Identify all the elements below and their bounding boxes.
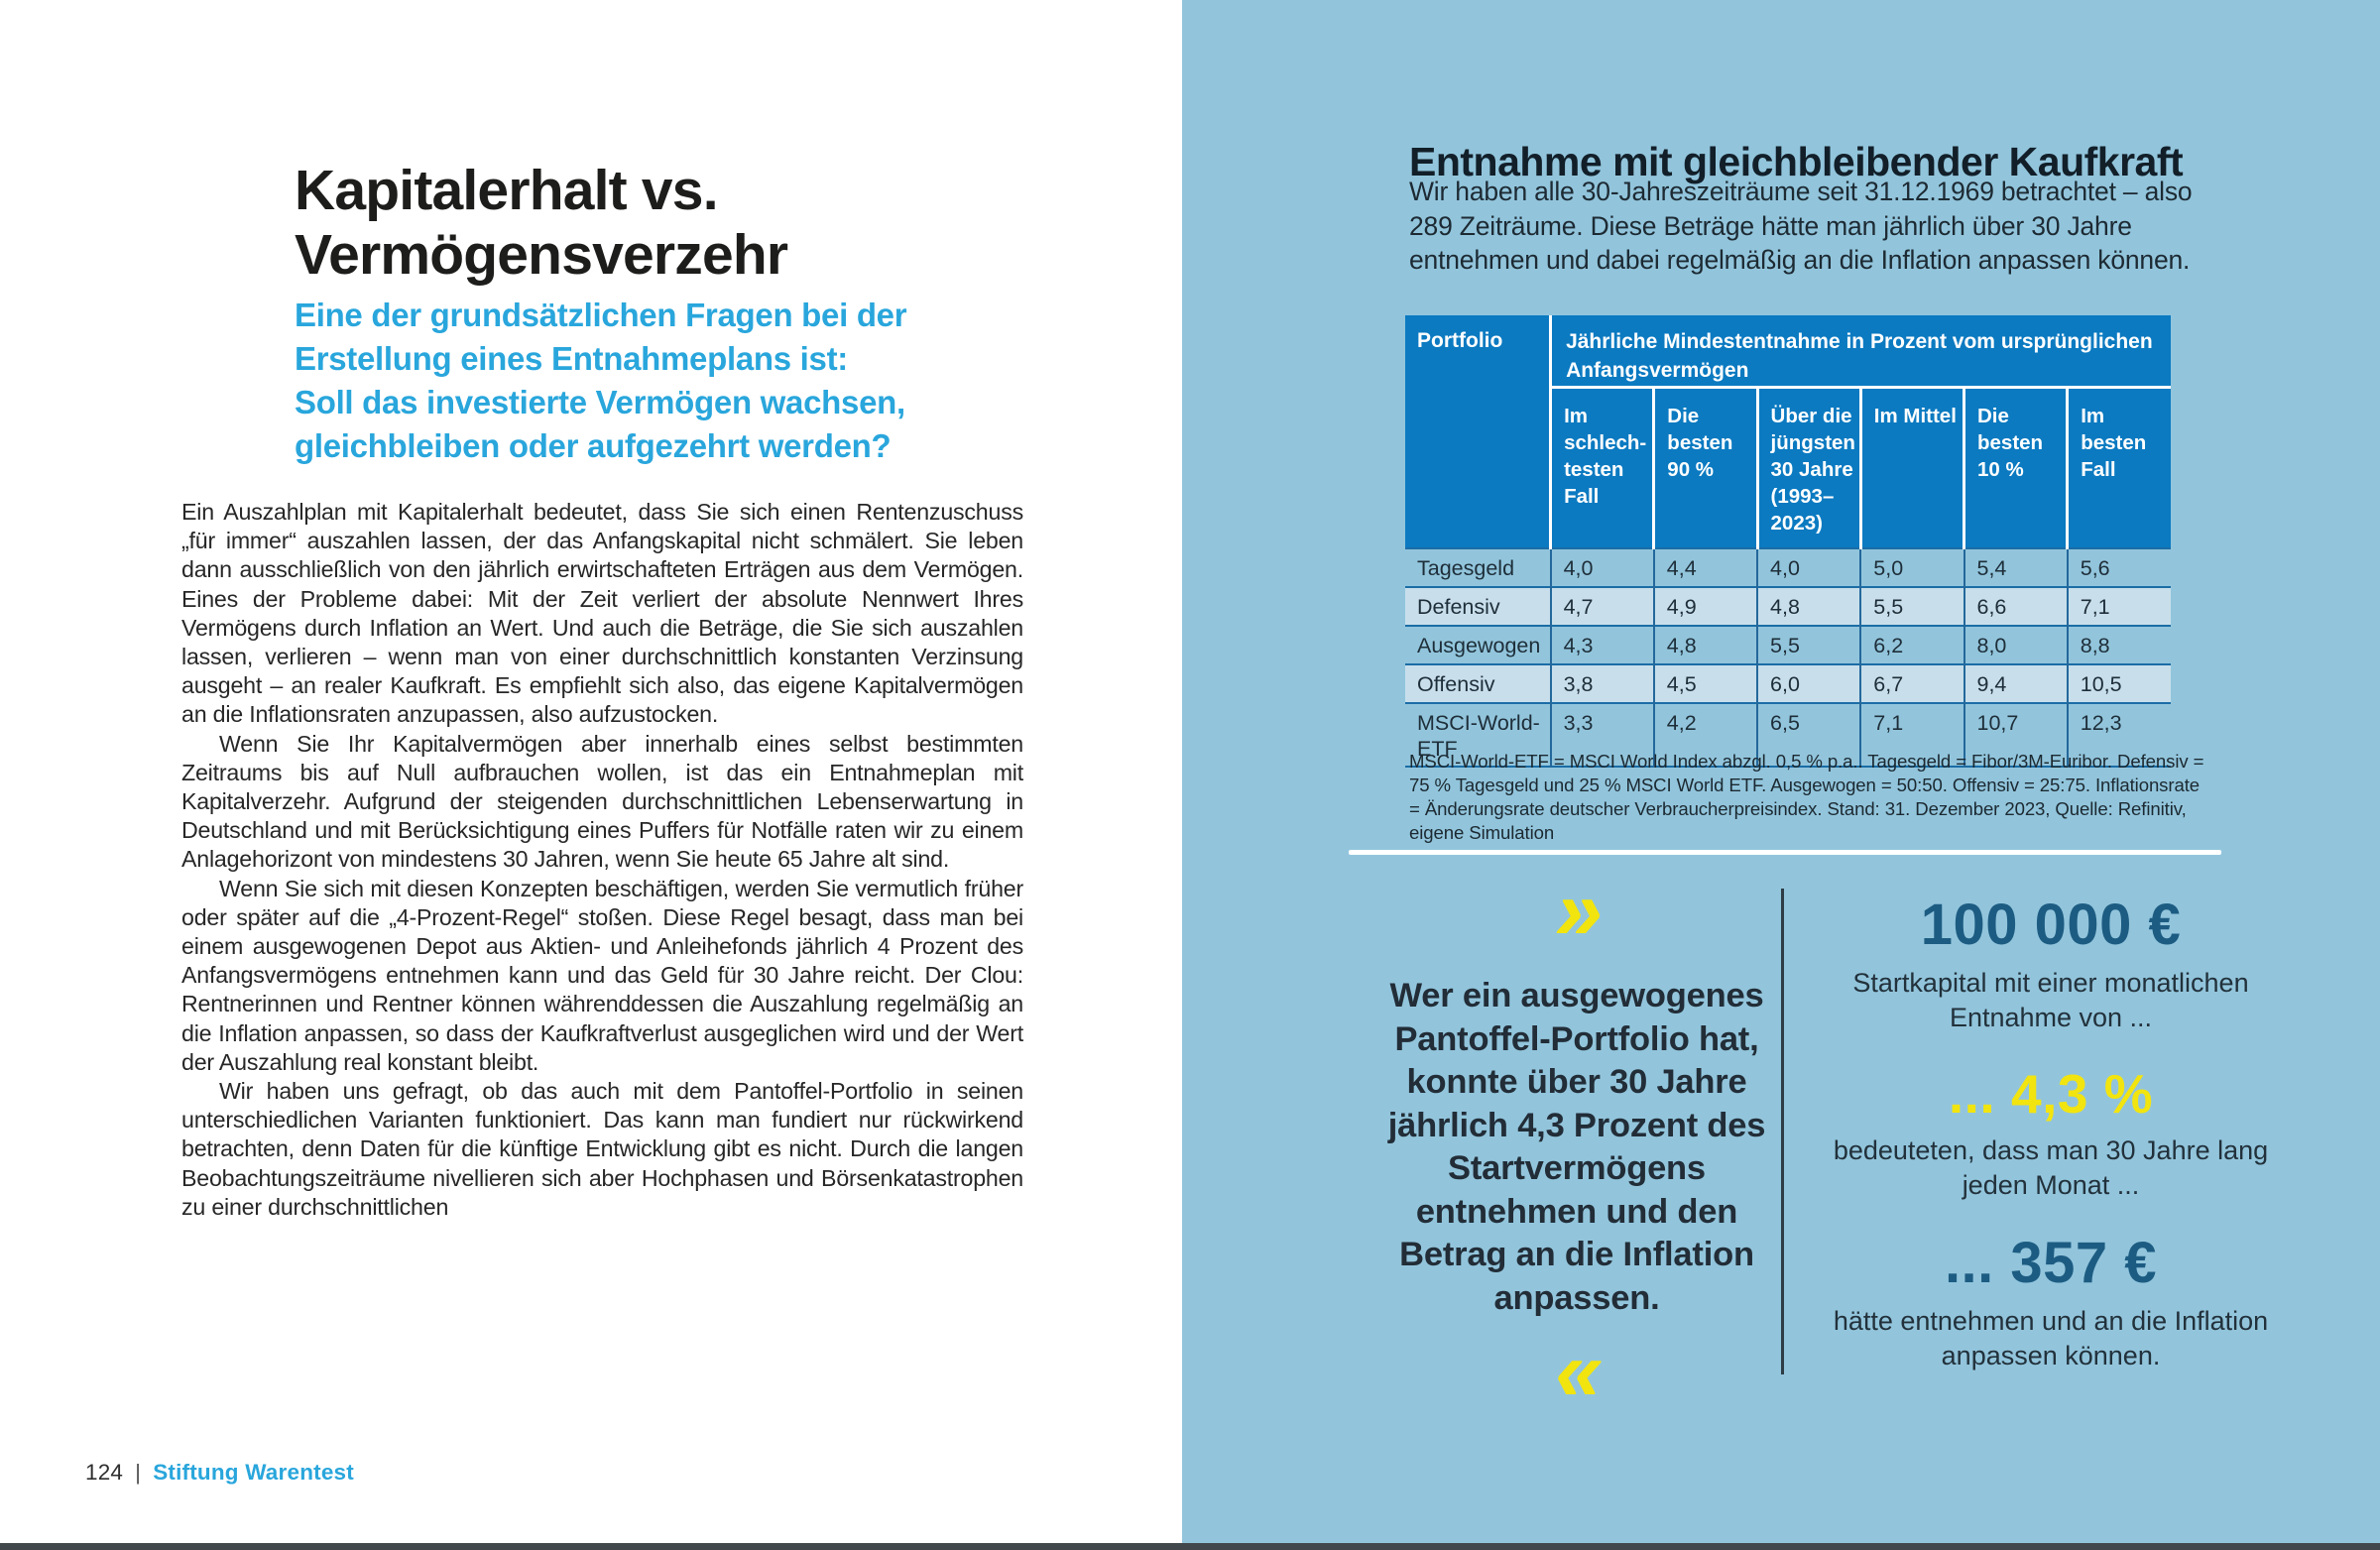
table-cell: 5,5 bbox=[1859, 586, 1964, 626]
stat-caption: hätte entnehmen und an die Inflation anp… bbox=[1833, 1305, 2269, 1371]
table-column-header: Im besten Fall bbox=[2066, 387, 2171, 548]
table-cell: 5,4 bbox=[1963, 547, 2068, 587]
subtitle-line: gleichbleiben oder aufgezehrt werden? bbox=[295, 426, 892, 464]
table-row-label: MSCI-World-ETF bbox=[1417, 710, 1540, 761]
stats-column: 100 000 € Startkapital mit einer monatli… bbox=[1822, 893, 2280, 1374]
table-cell: 4,0 bbox=[1756, 547, 1861, 587]
page-subtitle: Eine der grundsätzlichen Fragen bei der … bbox=[295, 294, 929, 468]
stat-value-monthly-amount: ... 357 € bbox=[1944, 1230, 2158, 1295]
table-cell: 8,8 bbox=[2066, 625, 2171, 664]
table-cell: 4,0 bbox=[1549, 547, 1654, 587]
subtitle-line: Eine der grundsätzlichen Fragen bei der bbox=[295, 297, 907, 333]
body-paragraph: Ein Auszahlplan mit Kapitalerhalt bedeut… bbox=[181, 499, 1023, 728]
table-cell: 7,1 bbox=[2066, 586, 2171, 626]
body-copy: Ein Auszahlplan mit Kapitalerhalt bedeut… bbox=[181, 498, 1023, 1222]
table-cell: 3,3 bbox=[1549, 702, 1654, 768]
quote-close-icon: « bbox=[1555, 1324, 1603, 1420]
body-paragraph: Wenn Sie Ihr Kapitalvermögen aber innerh… bbox=[181, 730, 1023, 873]
table-column-header: Über die jüngsten 30 Jahre (1993–2023) bbox=[1755, 387, 1861, 548]
quote-block: » Wer ein ausgewogenes Pantoffel-Portfol… bbox=[1359, 863, 1795, 1420]
table-row-label: Offensiv bbox=[1417, 671, 1495, 696]
table-row: Offensiv 3,8 4,5 6,0 6,7 9,4 10,5 bbox=[1405, 663, 2171, 703]
table-row-label: Tagesgeld bbox=[1417, 555, 1515, 580]
quote-open-icon: » bbox=[1555, 863, 1603, 958]
table-cell: 4,7 bbox=[1549, 586, 1654, 626]
stat-caption: bedeuteten, dass man 30 Jahre lang jeden… bbox=[1833, 1134, 2269, 1201]
section-intro: Wir haben alle 30-Jahreszeiträume seit 3… bbox=[1409, 177, 2193, 276]
table-cell: 6,7 bbox=[1859, 663, 1964, 703]
section-heading: Entnahme mit gleichbleibender Kaufkraft bbox=[1409, 139, 2184, 185]
table-cell: 4,9 bbox=[1652, 586, 1758, 626]
table-cell: 10,7 bbox=[1963, 702, 2068, 768]
table-row: Tagesgeld 4,0 4,4 4,0 5,0 5,4 5,6 bbox=[1405, 547, 2171, 587]
table-cell: 6,6 bbox=[1963, 586, 2068, 626]
table-cell: 7,1 bbox=[1859, 702, 1964, 768]
table-row-label: Defensiv bbox=[1417, 594, 1500, 619]
table-cell: 4,2 bbox=[1652, 702, 1758, 768]
table-cell: 4,8 bbox=[1756, 586, 1861, 626]
table-column-header: Die besten 10 % bbox=[1962, 387, 2068, 548]
page-footer: 124 | Stiftung Warentest bbox=[85, 1460, 354, 1486]
page-number: 124 bbox=[85, 1460, 124, 1485]
data-table: Portfolio Jährliche Mindestentnahme in Pr… bbox=[1405, 315, 2171, 768]
table-cell: 4,5 bbox=[1652, 663, 1758, 703]
body-paragraph: Wir haben uns gefragt, ob das auch mit d… bbox=[181, 1078, 1023, 1220]
table-cell: 10,5 bbox=[2066, 663, 2171, 703]
table-cell: 6,0 bbox=[1756, 663, 1861, 703]
table-column-header: Im Mittel bbox=[1858, 387, 1964, 548]
table-cell: 5,6 bbox=[2066, 547, 2171, 587]
table-cell: 9,4 bbox=[1963, 663, 2068, 703]
table-row: MSCI-World-ETF 3,3 4,2 6,5 7,1 10,7 12,3 bbox=[1405, 702, 2171, 768]
stat-value-start-capital: 100 000 € bbox=[1920, 893, 2182, 957]
subtitle-line: Soll das investierte Vermögen wachsen, bbox=[295, 383, 905, 420]
left-page: Kapitalerhalt vs. Vermögensverzehr Eine … bbox=[0, 0, 1182, 1550]
vertical-divider bbox=[1781, 889, 1784, 1374]
table-row: Defensiv 4,7 4,9 4,8 5,5 6,6 7,1 bbox=[1405, 586, 2171, 626]
table-cell: 4,8 bbox=[1652, 625, 1758, 664]
body-paragraph: Wenn Sie sich mit diesen Konzepten besch… bbox=[181, 875, 1023, 1075]
table-cell: 6,5 bbox=[1756, 702, 1861, 768]
table-cell: 5,0 bbox=[1859, 547, 1964, 587]
table-cell: 12,3 bbox=[2066, 702, 2171, 768]
stat-caption: Startkapital mit einer monatlichen Entna… bbox=[1852, 967, 2249, 1033]
table-corner-header: Portfolio bbox=[1405, 315, 1553, 548]
table-cell: 6,2 bbox=[1859, 625, 1964, 664]
brand-name: Stiftung Warentest bbox=[153, 1460, 354, 1485]
table-cell: 8,0 bbox=[1963, 625, 2068, 664]
table-footnote: MSCI-World-ETF = MSCI World Index abzgl.… bbox=[1409, 751, 2204, 843]
right-panel: Entnahme mit gleichbleibender Kaufkraft … bbox=[1182, 0, 2380, 1550]
stat-value-percentage: ... 4,3 % bbox=[1948, 1062, 2154, 1125]
table-span-header: Jährliche Mindestentnahme in Prozent vom… bbox=[1550, 315, 2171, 389]
table-row: Ausgewogen 4,3 4,8 5,5 6,2 8,0 8,8 bbox=[1405, 625, 2171, 664]
quote-text: Wer ein ausgewogenes Pantoffel-Portfolio… bbox=[1387, 977, 1766, 1317]
table-column-header: Im schlech­testen Fall bbox=[1549, 387, 1654, 548]
page-bottom-edge bbox=[0, 1543, 2380, 1550]
table-cell: 3,8 bbox=[1549, 663, 1654, 703]
subtitle-line: Erstellung eines Entnahmeplans ist: bbox=[295, 339, 848, 377]
divider-line bbox=[1349, 850, 2221, 855]
page-title: Kapitalerhalt vs. Vermögensverzehr bbox=[295, 159, 788, 288]
table-cell: 5,5 bbox=[1756, 625, 1861, 664]
table-cell: 4,4 bbox=[1652, 547, 1758, 587]
table-row-label: Ausgewogen bbox=[1417, 633, 1541, 657]
table-column-header: Die besten 90 % bbox=[1652, 387, 1758, 548]
table-cell: 4,3 bbox=[1549, 625, 1654, 664]
footer-separator: | bbox=[135, 1460, 142, 1485]
